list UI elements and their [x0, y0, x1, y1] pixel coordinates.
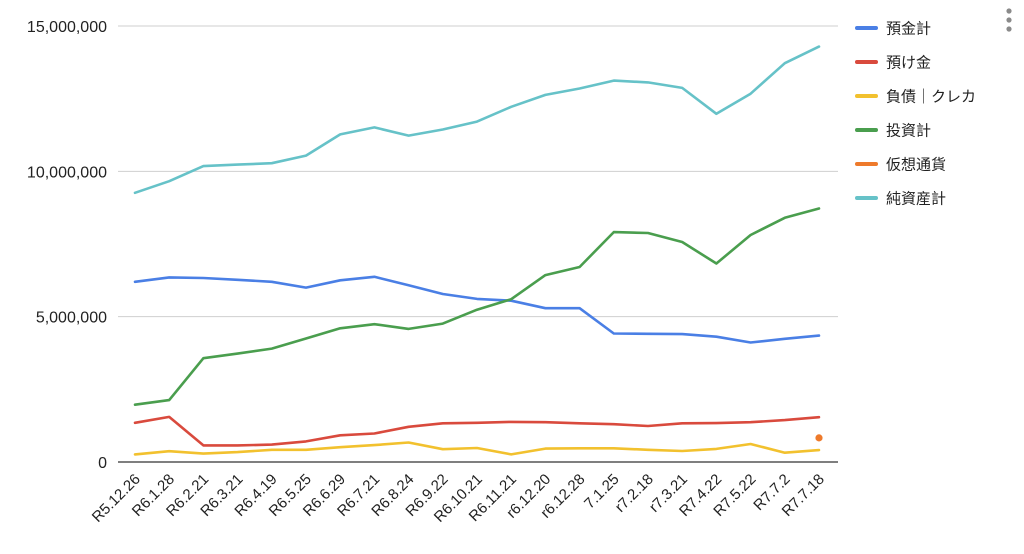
- series-line-2: [133, 415, 821, 447]
- grid: [118, 25, 838, 463]
- menu-dot: [1006, 8, 1012, 14]
- series-lines: [133, 45, 823, 456]
- legend-item[interactable]: 純資産計: [855, 190, 946, 208]
- y-tick-label: 10,000,000: [27, 164, 107, 181]
- series-line-6: [133, 45, 821, 195]
- legend-item[interactable]: 投資計: [855, 122, 931, 140]
- y-tick-label: 5,000,000: [36, 310, 107, 327]
- legend-label: 負債｜クレカ: [886, 88, 976, 106]
- series-line-4: [133, 207, 821, 407]
- y-tick-label: 15,000,000: [27, 19, 107, 36]
- legend-item[interactable]: 負債｜クレカ: [855, 88, 976, 106]
- legend-item[interactable]: 預金計: [855, 20, 931, 38]
- series-line-3: [133, 441, 821, 456]
- legend-label: 預金計: [886, 20, 931, 38]
- legend-label: 純資産計: [886, 190, 946, 208]
- menu-dot: [1006, 26, 1012, 32]
- legend-label: 預け金: [886, 54, 931, 72]
- x-tick-label: R5.12.26: [89, 471, 144, 526]
- legend-item[interactable]: 仮想通貨: [855, 156, 946, 174]
- more-vert-icon[interactable]: [1006, 8, 1012, 32]
- series-line-1: [133, 275, 821, 344]
- legend-label: 仮想通貨: [886, 156, 946, 174]
- legend-label: 投資計: [886, 122, 931, 140]
- legend-item[interactable]: 預け金: [855, 54, 931, 72]
- y-axis: 0 5,000,000 10,000,000 15,000,000: [27, 19, 107, 472]
- series-point-5: [815, 434, 823, 442]
- y-tick-label: 0: [98, 455, 107, 472]
- x-axis: R5.12.26R6.1.28R6.2.21R6.3.21R6.4.19R6.5…: [89, 471, 828, 526]
- menu-dot: [1006, 17, 1012, 23]
